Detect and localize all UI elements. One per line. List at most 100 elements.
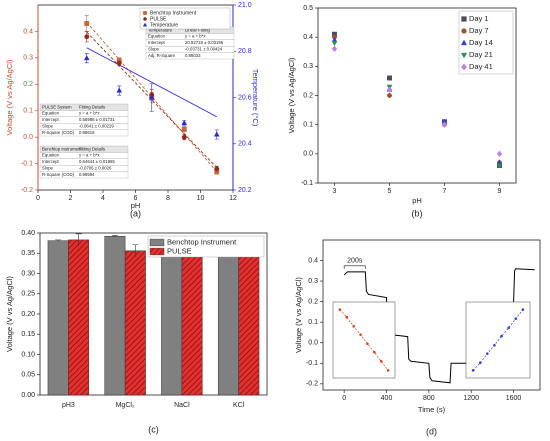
table-cell: Slope: [42, 166, 54, 171]
bar: [124, 250, 146, 396]
y-tick-label: -0.1: [301, 180, 313, 187]
y-tick-label: 0.05: [21, 372, 35, 379]
y-tick-label: 0.2: [303, 92, 313, 99]
y2-tick-label: 21.0: [238, 2, 252, 9]
inset-point: [507, 326, 511, 330]
table-cell: -0.0641 ± 0.00229: [79, 124, 114, 129]
y2-tick-label: 20.6: [238, 94, 252, 101]
inset-point: [372, 350, 376, 354]
table-cell: -0.0706 ± 0.0026: [79, 166, 112, 171]
table-cell: Benchtop Instrument: [42, 146, 82, 151]
table-cell: -0.03731 ± 0.00424: [185, 47, 223, 52]
legend-label: PULSE: [150, 16, 167, 22]
inset-point: [471, 369, 475, 372]
y-tick-label: 0.00: [21, 392, 35, 399]
inset-point: [478, 361, 482, 365]
inset-frame: [332, 301, 396, 379]
legend-swatch: [149, 238, 165, 247]
y-tick-label: 0.15: [21, 331, 35, 338]
inset-point: [514, 317, 518, 321]
table-cell: 20.92718 ± 0.03196: [185, 40, 224, 45]
y-tick-label: 0.3: [303, 63, 313, 70]
y-tick-label: 0.1: [308, 319, 318, 326]
table-cell: Intercept: [42, 117, 60, 122]
y-tick-label: 0.0: [303, 151, 313, 158]
x-tick-label: 800: [423, 395, 435, 402]
x-axis-label: pH: [412, 196, 422, 205]
x-tick-label: 9: [498, 188, 502, 195]
x-tick-label: 0: [36, 195, 40, 202]
inset-frame: [465, 301, 531, 379]
legend-label: Benchtop Instrument: [167, 237, 237, 246]
table-cell: y = a + b*x: [79, 153, 100, 158]
x-tick-label: 6: [134, 195, 138, 202]
x-tick-label: MgCl₂: [116, 402, 135, 409]
legend-swatch: [461, 16, 467, 22]
y-tick-label: 0.3: [308, 278, 318, 285]
point: [387, 75, 392, 81]
y2-tick-label: 20.4: [238, 141, 252, 148]
inset-line: [472, 309, 524, 371]
inset-point: [366, 342, 369, 346]
y-axis-label: Voltage (V vs Ag/AgCl): [294, 277, 303, 353]
point: [116, 60, 122, 66]
plot-frame: [39, 232, 268, 396]
legend-box: [139, 7, 231, 30]
table-cell: Intercept: [42, 159, 60, 164]
point: [84, 34, 90, 40]
table-cell: Equation: [148, 34, 166, 39]
x-axis-label: Time (s): [418, 405, 446, 414]
y-tick-label: 0.20: [21, 311, 35, 318]
panel: -0.2 -0.1 0.0 0.1 0.2 0.3 0.4 0 400 800 1200 1600 Ti…: [294, 239, 541, 436]
point: [84, 21, 90, 26]
y-tick-label: -0.1: [306, 360, 318, 367]
bar: [181, 250, 203, 396]
table-cell: 0.58988 ± 0.01731: [79, 117, 115, 122]
table-cell: y = a + b*x: [79, 111, 100, 116]
x-tick-label: 5: [388, 188, 392, 195]
bar: [104, 235, 126, 396]
error-bar: [132, 244, 139, 257]
bar: [217, 246, 239, 396]
x-axis-label: pH: [131, 201, 141, 210]
panel-label: (a): [130, 208, 141, 218]
y-tick-label: 0.1: [23, 108, 33, 115]
point: [148, 94, 155, 100]
y-tick-label: 0.30: [21, 270, 35, 277]
table-cell: Linear Fitting: [185, 27, 210, 32]
y2-tick-label: 20.2: [238, 187, 252, 194]
error-bar: [55, 239, 62, 242]
x-tick-label: 10: [197, 195, 205, 202]
legend-label: Day 14: [469, 38, 493, 47]
y-tick-label: 0.40: [21, 230, 35, 237]
point: [181, 126, 187, 132]
fit-line: [86, 47, 217, 118]
legend-swatch: [461, 28, 467, 34]
y-tick-label: 0.10: [21, 351, 35, 358]
inset-point: [379, 359, 383, 363]
panel: -0.2 -0.1 0.0 0.1 0.2 0.3 0.4 20.2 20.4 20.6 20.8 2…: [5, 2, 260, 219]
point: [214, 166, 220, 172]
table-cell: Slope: [148, 47, 160, 52]
annotation: 200s: [347, 258, 363, 265]
x-tick-label: 4: [101, 195, 105, 202]
legend-label: Day 7: [469, 26, 489, 35]
table-cell: Fitting Details: [79, 104, 105, 109]
y-tick-label: 0.0: [23, 134, 33, 141]
bar: [238, 252, 260, 396]
legend-swatch: [149, 247, 165, 256]
x-tick-label: KCl: [233, 402, 245, 409]
x-tick-label: 1200: [463, 395, 479, 402]
table-cell: Intercept: [148, 40, 166, 45]
legend-label: Benchtop Instrument: [150, 10, 197, 16]
y-tick-label: -0.2: [21, 187, 33, 194]
x-tick-label: 1600: [506, 395, 522, 402]
table-cell: 0.64644 ± 0.01965: [79, 159, 115, 164]
inset-point: [521, 308, 525, 311]
error-bar: [75, 233, 82, 246]
bar: [161, 238, 183, 396]
table-cell: Fitting Details: [79, 146, 105, 151]
y-tick-label: 0.25: [21, 291, 35, 298]
inset-point: [359, 333, 362, 337]
fit-line: [86, 21, 218, 172]
